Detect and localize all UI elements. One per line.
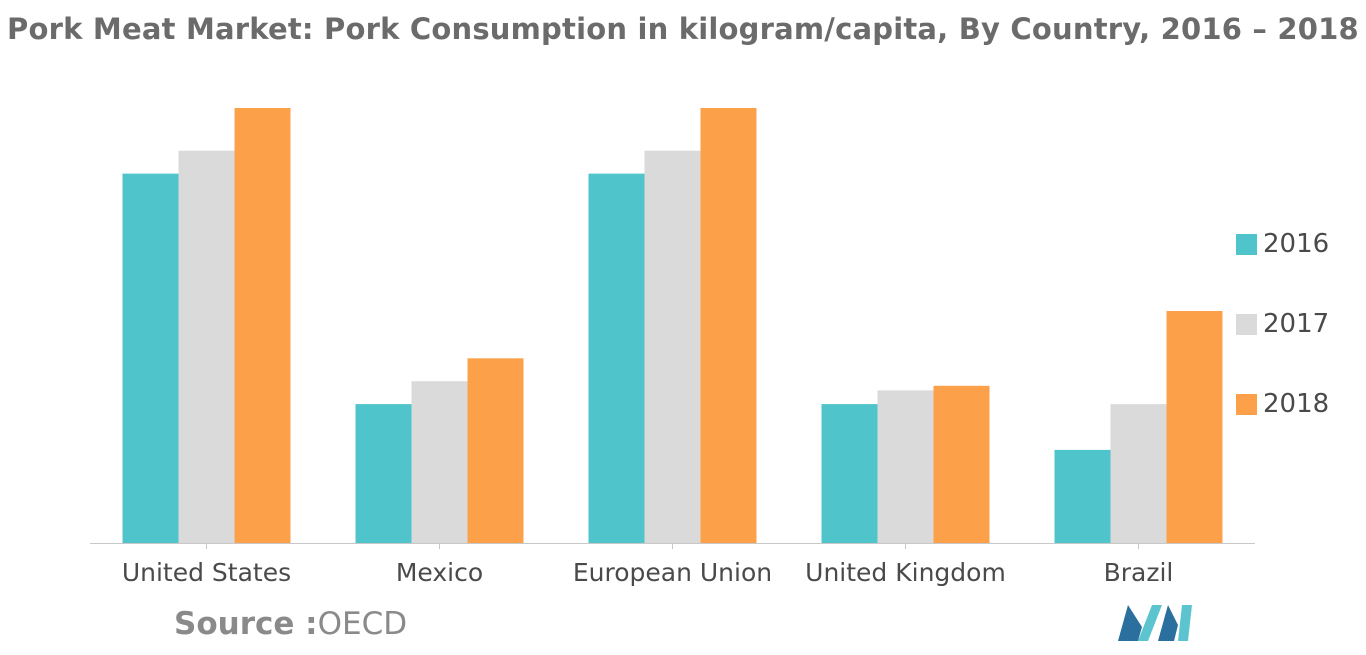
chart-title: Pork Meat Market: Pork Consumption in ki… — [7, 12, 1359, 46]
legend-item-2017: 2017 — [1236, 308, 1329, 388]
bar-european-union-2017 — [644, 150, 701, 543]
bar-mexico-2017 — [411, 381, 468, 543]
legend-label-2016: 2016 — [1263, 229, 1330, 259]
x-tick-label: Brazil — [1104, 558, 1174, 587]
legend-swatch-2016 — [1236, 234, 1257, 255]
source-value: OECD — [317, 606, 408, 642]
bar-united-kingdom-2018 — [933, 385, 990, 543]
bar-mexico-2016 — [355, 404, 412, 543]
bar-european-union-2018 — [700, 108, 757, 543]
bar-united-states-2018 — [234, 108, 291, 543]
x-tick-label: Mexico — [396, 558, 483, 587]
bar-european-union-2016 — [588, 173, 645, 543]
x-tick-label: United Kingdom — [805, 558, 1006, 587]
bar-united-kingdom-2017 — [877, 390, 934, 543]
bar-united-kingdom-2016 — [821, 404, 878, 543]
bar-mexico-2018 — [467, 358, 524, 543]
bar-united-states-2017 — [178, 150, 235, 543]
bar-brazil-2017 — [1110, 404, 1167, 543]
x-tick-label: United States — [122, 558, 291, 587]
legend-swatch-2018 — [1236, 394, 1257, 415]
legend-item-2018: 2018 — [1236, 388, 1329, 468]
legend-swatch-2017 — [1236, 314, 1257, 335]
legend-label-2018: 2018 — [1263, 389, 1330, 419]
bar-brazil-2016 — [1054, 449, 1111, 543]
x-tick-label: European Union — [573, 558, 772, 587]
mordor-logo-icon — [1118, 605, 1192, 641]
legend-label-2017: 2017 — [1263, 309, 1330, 339]
bar-brazil-2018 — [1166, 311, 1223, 543]
source-key: Source : — [174, 606, 318, 642]
source-note: Source :OECD — [174, 606, 407, 642]
legend-item-2016: 2016 — [1236, 228, 1329, 308]
bar-united-states-2016 — [122, 173, 179, 543]
legend: 2016 2017 2018 — [1236, 228, 1329, 468]
